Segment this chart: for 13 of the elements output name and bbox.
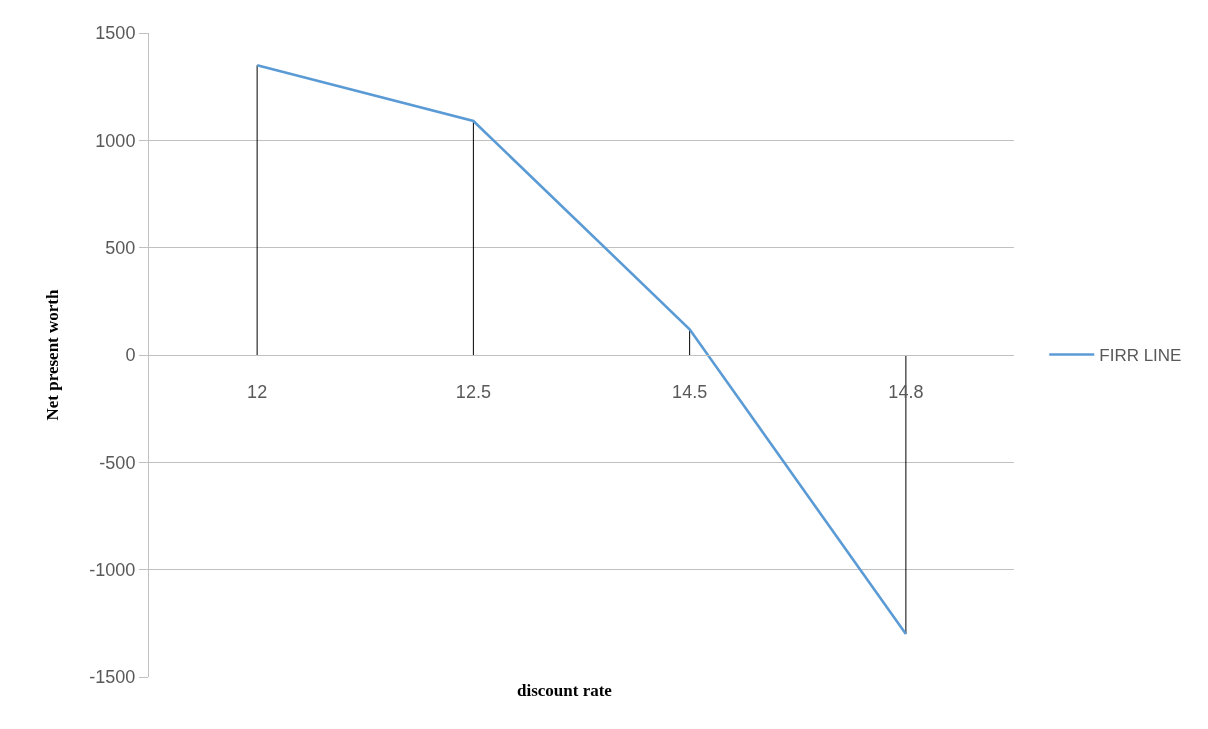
x-tick-label: 12.5 (455, 381, 491, 402)
y-tick-label: 1000 (95, 130, 136, 151)
y-tick-label: -500 (99, 452, 136, 473)
x-axis-title: discount rate (517, 681, 613, 700)
x-tick-label: 14.5 (672, 381, 708, 402)
legend-label: FIRR LINE (1099, 346, 1182, 366)
y-tick-label: 1500 (95, 23, 136, 44)
y-tick-label: -1000 (89, 559, 136, 580)
y-tick-label: 0 (125, 345, 136, 366)
y-tick-label: -1500 (89, 667, 136, 688)
y-tick-label: 500 (105, 237, 136, 258)
y-axis-title: Net present worth (42, 288, 62, 421)
x-tick-label: 12 (247, 381, 268, 402)
